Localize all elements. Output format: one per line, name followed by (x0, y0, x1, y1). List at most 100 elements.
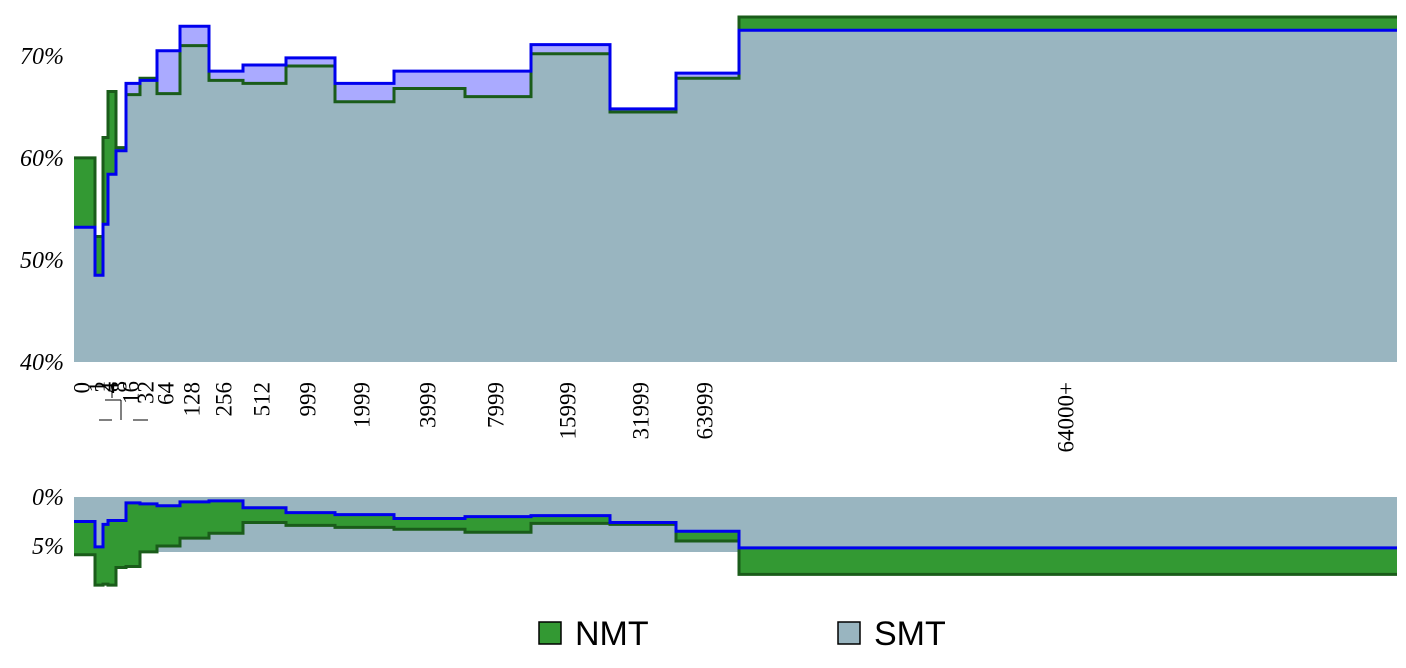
legend-label-nmt: NMT (575, 615, 649, 653)
difference-smt-bar-3999 (394, 497, 465, 519)
smt-excess-bar-31999 (610, 108, 676, 112)
overlap-bar-4 (108, 174, 116, 362)
overlap-bar-256 (209, 80, 243, 362)
nmt-excess-bar-0 (74, 157, 95, 228)
difference-smt-bar-63999 (676, 497, 739, 532)
x-tick-label-3999: 3999 (415, 382, 440, 428)
smt-excess-bar-15999 (531, 44, 610, 54)
smt-excess-bar-3999 (394, 71, 465, 89)
nmt-excess-bar-64000+ (739, 17, 1397, 31)
x-tick-label-15999: 15999 (555, 382, 580, 440)
difference-nmt-bar-32 (140, 503, 157, 552)
overlap-bar-31999 (610, 111, 676, 363)
y-tick-label-70: 70% (20, 44, 64, 70)
difference-smt-bar-4 (108, 497, 116, 521)
difference-nmt-bar-1999 (335, 514, 394, 528)
overlap-bar-3999 (394, 88, 465, 362)
difference-nmt-bar-3999 (394, 518, 465, 530)
difference-y-tick-label-0: 0% (32, 485, 64, 511)
overlap-bar-1 (95, 275, 103, 362)
difference-smt-bar-64 (157, 497, 180, 506)
legend-swatch-smt (837, 621, 861, 645)
smt-excess-bar-512 (243, 65, 286, 84)
difference-smt-bar-32 (140, 497, 157, 504)
difference-smt-bar-512 (243, 497, 286, 508)
smt-excess-bar-128 (180, 26, 209, 46)
x-tick-label-63999: 63999 (692, 382, 717, 440)
overlap-bar-8 (116, 150, 126, 362)
difference-smt-bar-31999 (610, 497, 676, 523)
x-tick-label-32: 32 (133, 381, 158, 404)
difference-nmt-bar-64 (157, 505, 180, 546)
x-tick-label-64000+: 64000+ (1053, 382, 1078, 452)
smt-excess-bar-999 (286, 57, 335, 67)
overlap-bar-128 (180, 45, 209, 362)
x-tick-label-64: 64 (153, 382, 178, 406)
difference-nmt-bar-512 (243, 507, 286, 523)
x-tick-label-999: 999 (295, 382, 320, 417)
difference-smt-bar-256 (209, 497, 243, 501)
x-tick-label-256: 256 (211, 382, 236, 417)
overlap-bar-2 (103, 224, 108, 362)
overlap-bar-64 (157, 93, 180, 362)
difference-nmt-bar-7999 (465, 516, 531, 533)
difference-smt-bar-7999 (465, 497, 531, 517)
x-tick-label-4: 4 (97, 382, 122, 394)
x-tick-label-512: 512 (249, 382, 274, 417)
difference-smt-bar-0 (74, 497, 95, 522)
overlap-bar-15999 (531, 53, 610, 363)
difference-nmt-bar-0 (74, 521, 95, 555)
difference-nmt-bar-16 (126, 502, 140, 567)
nmt-excess-bar-1 (95, 236, 103, 276)
overlap-bar-64000+ (739, 30, 1397, 362)
difference-nmt-bar-8 (116, 520, 126, 568)
difference-smt-bar-8 (116, 497, 126, 521)
overlap-bar-0 (74, 227, 95, 362)
x-tick-label-1: 1 (84, 381, 109, 393)
difference-nmt-bar-1 (95, 546, 103, 586)
difference-nmt-bar-64000+ (739, 547, 1397, 575)
smt-excess-bar-256 (209, 71, 243, 81)
x-tick-label-16: 16 (118, 381, 143, 404)
x-tick-label-8: 8 (106, 381, 131, 393)
nmt-excess-bar-8 (116, 147, 126, 151)
difference-smt-bar-128 (180, 497, 209, 502)
nmt-excess-bar-4 (108, 91, 116, 175)
smt-excess-bar-63999 (676, 73, 739, 79)
overlap-bar-1999 (335, 101, 394, 362)
x-tick-label-31999: 31999 (628, 382, 653, 440)
nmt-line (74, 15, 1397, 238)
difference-panel: 0% 5% (32, 485, 1397, 587)
legend-swatch-nmt (538, 621, 562, 645)
difference-smt-bar-64000+ (739, 497, 1397, 548)
x-tick-label-2: 2 (90, 381, 115, 393)
overlap-bar-999 (286, 66, 335, 362)
y-tick-label-60: 60% (20, 146, 64, 172)
difference-nmt-bar-128 (180, 501, 209, 539)
difference-nmt-bar-999 (286, 512, 335, 526)
smt-excess-bar-64 (157, 50, 180, 94)
difference-smt-bar-999 (286, 497, 335, 513)
overlap-bar-32 (140, 80, 157, 362)
legend-label-smt: SMT (874, 615, 946, 653)
overlap-bar-16 (126, 94, 140, 362)
x-tick-label-1999: 1999 (349, 382, 374, 428)
difference-nmt-bar-15999 (531, 515, 610, 524)
difference-smt-line (74, 499, 1397, 550)
difference-smt-bar-16 (126, 497, 140, 503)
legend: NMT SMT (538, 615, 946, 653)
y-tick-label-50: 50% (20, 248, 64, 274)
difference-smt-bar-1999 (335, 497, 394, 515)
difference-nmt-line (74, 520, 1397, 587)
difference-smt-bar-2 (103, 497, 108, 525)
x-tick-label-7999: 7999 (483, 382, 508, 428)
x-tick-label-0: 0 (69, 382, 94, 394)
difference-nmt-bar-2 (103, 524, 108, 585)
nmt-excess-bar-2 (103, 137, 108, 225)
difference-smt-bar-15999 (531, 497, 610, 516)
smt-excess-bar-7999 (465, 71, 531, 97)
x-tick-label-128: 128 (179, 382, 204, 417)
smt-excess-bar-16 (126, 83, 140, 95)
